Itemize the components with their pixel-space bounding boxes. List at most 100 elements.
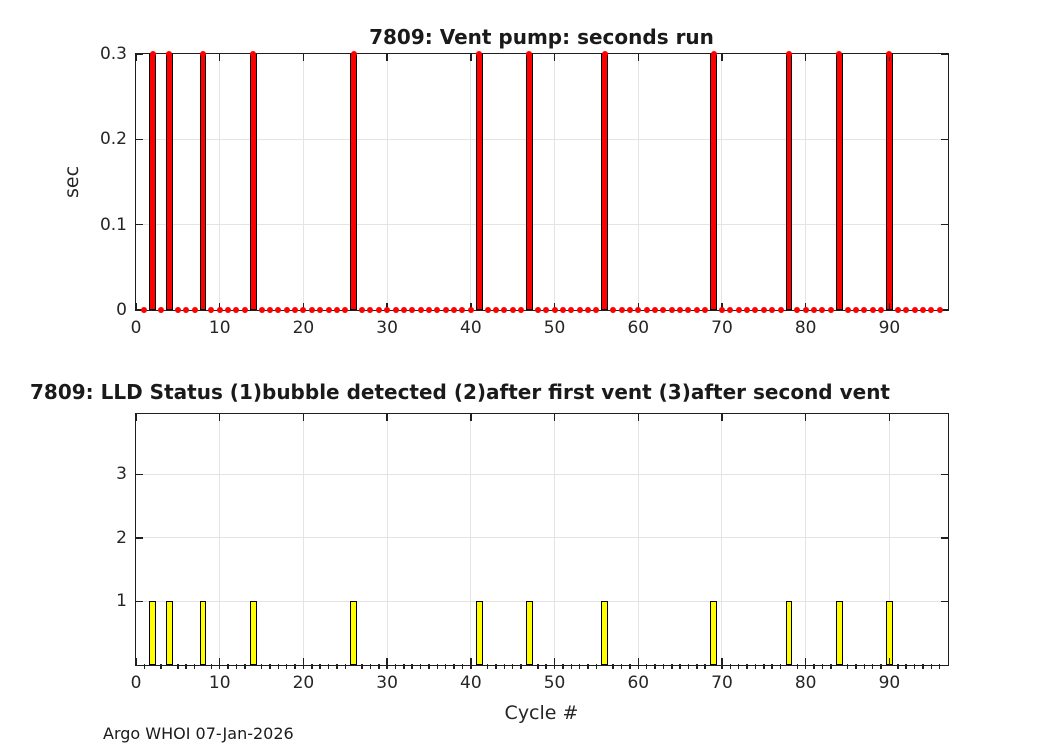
marker-dot xyxy=(518,307,525,313)
y-tick xyxy=(136,473,143,476)
x-tick-top xyxy=(804,414,807,421)
marker-dot xyxy=(551,307,558,313)
cycle-notch xyxy=(905,663,907,669)
cycle-notch xyxy=(486,663,489,669)
x-tick-top xyxy=(637,414,640,421)
cycle-notch xyxy=(545,663,547,669)
marker-dot xyxy=(585,307,592,313)
marker-dot xyxy=(928,307,935,313)
x-tick xyxy=(386,303,388,310)
x-tick-top xyxy=(218,414,221,421)
gridline-vertical xyxy=(386,54,388,310)
x-tick-label: 20 xyxy=(292,673,315,693)
marker-dot xyxy=(702,307,709,313)
marker-dot xyxy=(333,307,340,313)
bar xyxy=(350,601,357,665)
cycle-notch xyxy=(612,663,614,669)
y-tick-right xyxy=(941,537,948,539)
cycle-notch xyxy=(386,663,388,669)
cycle-notch xyxy=(754,663,757,669)
marker-dot xyxy=(660,307,667,313)
marker-dot xyxy=(769,307,776,313)
cycle-notch xyxy=(503,663,506,669)
cycle-notch xyxy=(537,663,539,669)
x-tick-label: 80 xyxy=(794,673,817,693)
cycle-notch xyxy=(880,663,882,669)
marker-dot xyxy=(836,51,843,57)
y-tick-right xyxy=(941,53,948,55)
gridline-vertical xyxy=(554,414,556,665)
x-tick-top xyxy=(637,54,640,61)
y-tick-label: 0 xyxy=(116,300,127,320)
y-tick xyxy=(136,537,143,539)
sec-axis-label: sec xyxy=(61,165,83,199)
marker-dot xyxy=(375,307,382,313)
cycle-notch xyxy=(737,663,740,669)
marker-dot xyxy=(501,307,508,313)
cycle-notch xyxy=(813,663,815,669)
cycle-notch xyxy=(511,663,514,669)
marker-dot xyxy=(434,307,441,313)
marker-dot xyxy=(509,307,516,313)
vent-pump-plot-area: 0 10 20 30 40 50 60 70 80 90 0 0.1 0.2 0.3 xyxy=(100,44,949,338)
cycle-axis-label: Cycle # xyxy=(504,702,579,724)
gridline-vertical xyxy=(219,414,221,665)
gridline-horizontal xyxy=(136,224,948,226)
gridline-vertical xyxy=(470,414,472,665)
cycle-notch xyxy=(419,663,422,669)
cycle-notch xyxy=(687,663,690,669)
marker-dot xyxy=(359,307,366,313)
cycle-notch xyxy=(244,663,246,669)
marker-dot xyxy=(250,51,257,57)
bar xyxy=(475,601,483,665)
bar xyxy=(785,54,793,310)
marker-dot xyxy=(392,307,399,313)
marker-dot xyxy=(601,51,608,57)
gridline-vertical xyxy=(637,54,639,310)
bar xyxy=(785,601,793,665)
marker-dot xyxy=(317,307,324,313)
cycle-notch xyxy=(260,663,263,669)
marker-dot xyxy=(342,307,349,313)
cycle-notch xyxy=(436,663,439,669)
marker-dot xyxy=(400,307,407,313)
cycle-notch xyxy=(771,663,773,669)
cycle-notch xyxy=(285,663,288,669)
marker-dot xyxy=(174,307,181,313)
gridline-vertical xyxy=(637,414,639,665)
cycle-notch xyxy=(210,663,213,669)
y-tick-right xyxy=(941,309,948,311)
y-tick-label: 0.3 xyxy=(99,44,127,64)
y-tick-right xyxy=(941,138,948,141)
marker-dot xyxy=(819,307,826,313)
gridline-vertical xyxy=(302,414,304,665)
cycle-notch xyxy=(411,663,413,669)
lld-status-plot-area: 0 10 20 30 40 50 60 70 80 90 1 2 3 xyxy=(116,413,949,693)
bar xyxy=(166,54,173,310)
gridline-vertical xyxy=(470,54,472,310)
vent-pump-title: 7809: Vent pump: seconds run xyxy=(369,25,714,49)
cycle-notch xyxy=(394,663,397,669)
gridline-vertical xyxy=(554,54,556,310)
x-tick xyxy=(135,303,137,310)
marker-dot xyxy=(643,307,650,313)
bar xyxy=(710,601,717,665)
cycle-notch xyxy=(855,663,857,669)
marker-dot xyxy=(936,307,943,313)
y-tick-label: 3 xyxy=(116,464,127,485)
x-tick-label: 70 xyxy=(711,318,733,338)
marker-dot xyxy=(593,307,600,313)
cycle-notch xyxy=(871,663,874,669)
x-tick xyxy=(218,303,221,310)
bar xyxy=(710,54,717,310)
marker-dot xyxy=(166,51,173,57)
marker-dot xyxy=(476,51,483,57)
marker-dot xyxy=(216,307,223,313)
bar xyxy=(835,54,843,310)
cycle-notch xyxy=(378,663,380,669)
x-tick-label: 90 xyxy=(878,673,901,693)
x-tick xyxy=(470,658,472,665)
marker-dot xyxy=(534,307,541,313)
cycle-notch xyxy=(294,663,296,669)
cycle-notch xyxy=(863,663,866,669)
